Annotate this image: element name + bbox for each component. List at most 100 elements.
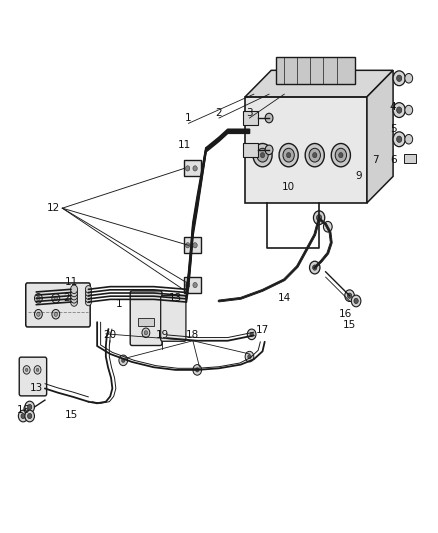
Polygon shape — [276, 57, 355, 84]
Circle shape — [85, 289, 92, 296]
Circle shape — [393, 103, 405, 117]
Text: 19: 19 — [156, 330, 169, 341]
Text: 13: 13 — [169, 293, 182, 303]
Circle shape — [347, 293, 352, 298]
Circle shape — [18, 410, 28, 422]
Circle shape — [323, 221, 332, 232]
Circle shape — [195, 368, 199, 372]
Text: 10: 10 — [282, 182, 295, 192]
Circle shape — [54, 312, 57, 317]
Text: 17: 17 — [256, 325, 269, 335]
Text: 14: 14 — [278, 293, 291, 303]
Circle shape — [35, 294, 42, 303]
Circle shape — [28, 405, 32, 410]
Circle shape — [265, 145, 273, 155]
Circle shape — [85, 292, 92, 300]
Circle shape — [314, 211, 325, 224]
Circle shape — [35, 310, 42, 319]
Polygon shape — [367, 70, 393, 203]
Circle shape — [335, 148, 346, 162]
Text: 7: 7 — [372, 156, 379, 165]
Circle shape — [71, 295, 78, 303]
Text: 2: 2 — [64, 293, 70, 303]
Circle shape — [54, 296, 57, 301]
Text: 16: 16 — [339, 309, 352, 319]
Circle shape — [119, 355, 127, 366]
FancyBboxPatch shape — [184, 237, 201, 253]
Circle shape — [317, 215, 322, 221]
Circle shape — [260, 152, 265, 158]
Circle shape — [248, 354, 251, 359]
Circle shape — [193, 166, 197, 171]
Circle shape — [185, 166, 190, 171]
Circle shape — [286, 152, 291, 158]
FancyBboxPatch shape — [19, 357, 47, 396]
Circle shape — [21, 414, 25, 419]
FancyBboxPatch shape — [404, 154, 416, 163]
Circle shape — [313, 265, 317, 270]
Circle shape — [193, 282, 197, 288]
Text: 18: 18 — [186, 330, 200, 341]
Circle shape — [121, 358, 125, 362]
Circle shape — [25, 368, 28, 372]
Circle shape — [250, 332, 253, 336]
Circle shape — [305, 143, 324, 167]
Circle shape — [23, 366, 30, 374]
Circle shape — [52, 294, 60, 303]
Polygon shape — [245, 97, 367, 203]
Circle shape — [36, 368, 39, 372]
Circle shape — [393, 71, 405, 86]
Text: 1: 1 — [116, 298, 122, 309]
Circle shape — [265, 114, 273, 123]
Circle shape — [28, 414, 32, 419]
Circle shape — [331, 143, 350, 167]
Text: 11: 11 — [177, 140, 191, 150]
Circle shape — [310, 261, 320, 274]
Circle shape — [283, 148, 294, 162]
Circle shape — [142, 328, 150, 337]
Circle shape — [185, 282, 190, 288]
Circle shape — [405, 106, 413, 115]
Circle shape — [351, 295, 361, 307]
Circle shape — [247, 329, 256, 340]
Text: 9: 9 — [355, 172, 362, 181]
Circle shape — [71, 292, 78, 300]
Text: 3: 3 — [246, 108, 253, 118]
Circle shape — [193, 365, 201, 375]
Text: 1: 1 — [185, 113, 192, 123]
FancyBboxPatch shape — [184, 160, 201, 176]
FancyBboxPatch shape — [138, 318, 154, 326]
Circle shape — [85, 295, 92, 303]
Circle shape — [257, 148, 268, 162]
Text: 12: 12 — [47, 203, 60, 213]
Circle shape — [396, 107, 402, 114]
Text: 6: 6 — [390, 156, 396, 165]
Text: 4: 4 — [390, 102, 396, 112]
Circle shape — [396, 136, 402, 142]
Circle shape — [405, 134, 413, 144]
Circle shape — [144, 330, 148, 335]
Text: 13: 13 — [30, 383, 43, 393]
FancyBboxPatch shape — [243, 143, 258, 157]
Circle shape — [339, 152, 343, 158]
FancyBboxPatch shape — [26, 283, 90, 327]
Circle shape — [25, 410, 35, 422]
Circle shape — [185, 243, 190, 248]
Circle shape — [71, 298, 78, 306]
Circle shape — [34, 366, 41, 374]
Circle shape — [345, 290, 354, 302]
FancyBboxPatch shape — [161, 296, 186, 341]
Circle shape — [354, 298, 358, 304]
Circle shape — [279, 143, 298, 167]
Polygon shape — [245, 70, 393, 97]
Circle shape — [245, 351, 254, 362]
Circle shape — [37, 296, 40, 301]
Circle shape — [405, 74, 413, 83]
Circle shape — [71, 285, 78, 294]
Circle shape — [396, 75, 402, 82]
Circle shape — [52, 310, 60, 319]
Circle shape — [193, 243, 197, 248]
Circle shape — [309, 148, 321, 162]
Circle shape — [71, 288, 78, 297]
FancyBboxPatch shape — [130, 291, 162, 345]
